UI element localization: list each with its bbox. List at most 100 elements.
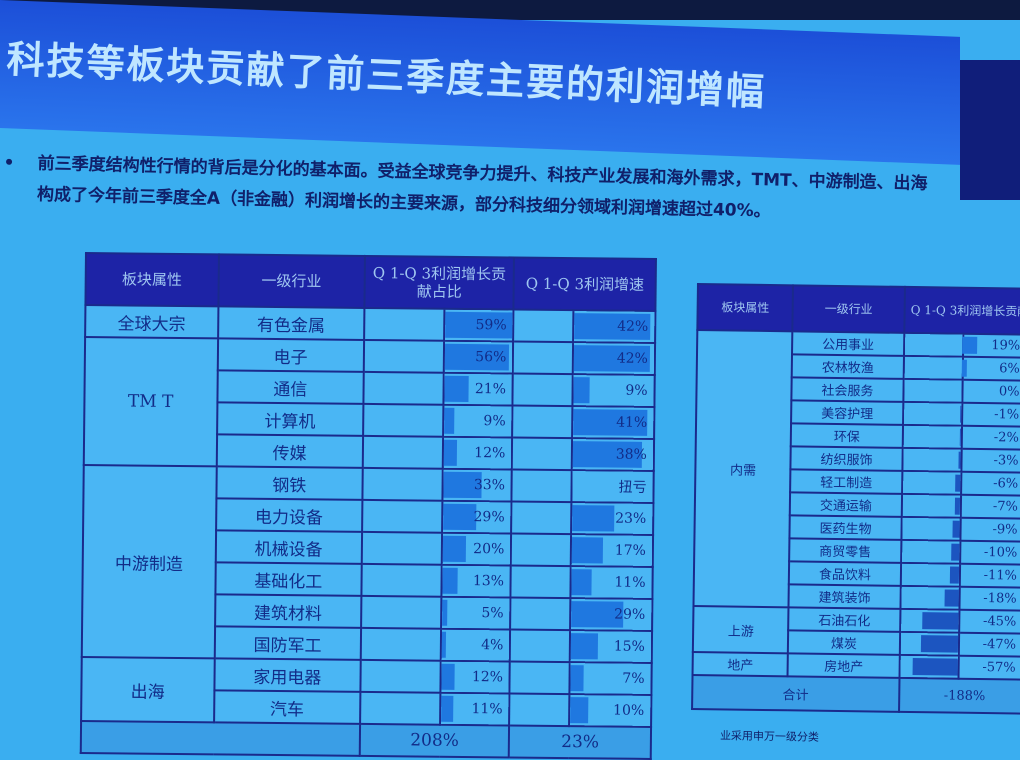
table-row: 上游石油石化-45% [693,606,1020,634]
contribution-cell: 13% [441,565,511,598]
value-label: 33% [474,477,505,493]
growth-cell: 11% [571,566,653,599]
spacer-cell [514,309,574,342]
industry-cell: 汽车 [214,690,361,724]
value-cell: -47% [959,633,1020,657]
value-label: 23% [615,511,646,527]
industry-cell: 有色金属 [218,306,365,340]
value-cell: 0% [963,380,1020,404]
industry-cell: 轻工制造 [790,469,902,494]
industry-cell: 医药生物 [790,515,902,540]
industry-cell: 环保 [791,423,903,448]
bar-cell [902,425,962,449]
total-row: 208%23% [81,721,651,759]
contribution-cell: 29% [442,501,512,534]
industry-cell: 社会服务 [792,377,904,402]
bar [572,505,614,531]
bar [572,537,603,563]
header-sector: 板块属性 [697,284,793,331]
contribution-cell: 59% [444,309,514,342]
value-cell: -11% [960,564,1020,588]
bar-cell [901,517,961,541]
growth-cell: 41% [572,406,654,439]
bar [920,635,958,653]
spacer-cell [511,565,571,598]
value-cell: -45% [959,610,1020,634]
value-label: 38% [616,447,647,463]
industry-cell: 通信 [217,370,364,404]
sector-cell: 上游 [693,606,789,653]
value-label: 59% [475,317,506,333]
growth-cell: 17% [571,534,653,567]
value-label: 42% [617,319,648,335]
contribution-cell: 12% [440,661,510,694]
value-label: 17% [615,543,646,559]
bar [574,377,590,403]
header-sector: 板块属性 [85,253,218,306]
bar [570,697,588,723]
value-label: 7% [622,671,644,687]
spacer-cell [511,501,571,534]
growth-cell: 9% [573,374,655,407]
total-label: 合计 [692,675,899,712]
bar [442,600,448,626]
bar [951,544,959,561]
value-cell: -10% [960,541,1020,565]
value-label: 4% [481,637,503,653]
industry-cell: 电力设备 [216,498,363,532]
contribution-cell: 20% [441,533,511,566]
growth-cell: 10% [569,694,651,727]
spacer-cell [513,341,573,374]
bar [441,632,446,658]
value-label: 21% [475,381,506,397]
contribution-cell: 21% [443,373,513,406]
spacer-cell [513,405,573,438]
spacer-cell [511,533,571,566]
spacer-cell [360,660,440,693]
bar [571,633,598,659]
value-cell: 6% [963,357,1020,381]
bar [950,567,959,584]
bar-cell [901,540,961,564]
bar-cell [903,402,963,426]
bullet-dot-icon: • [3,148,15,179]
bar [962,337,977,354]
bar [571,665,584,691]
industry-cell: 基础化工 [215,562,362,596]
value-label: 扭亏 [618,480,646,496]
value-cell: -9% [961,518,1020,542]
value-label: 12% [474,445,505,461]
bar [444,376,468,402]
left-profit-table: 板块属性 一级行业 Q 1-Q 3利润增长贡献占比 Q 1-Q 3利润增速 全球… [80,252,657,760]
value-cell: -18% [960,587,1020,611]
spacer-cell [363,372,443,405]
value-label: 12% [472,669,503,685]
industry-cell: 钢铁 [216,466,363,500]
value-label: 56% [475,349,506,365]
growth-cell: 23% [571,502,653,535]
value-cell: -6% [961,472,1020,496]
bar [960,406,961,423]
value-label: 42% [617,351,648,367]
bar [954,498,960,515]
industry-cell: 电子 [217,338,364,372]
sector-cell: 地产 [693,652,789,676]
contribution-cell: 12% [442,437,512,470]
sector-cell: 全球大宗 [85,305,218,338]
value-label: 13% [473,573,504,589]
header-industry: 一级行业 [793,285,905,333]
value-cell: -7% [961,495,1020,519]
bar [962,360,967,377]
bar-cell [900,609,960,633]
bar-cell [900,586,960,610]
spacer-cell [363,404,443,437]
bar [922,612,958,630]
total-blank [81,721,360,756]
industry-cell: 国防军工 [214,626,361,660]
sector-cell: 内需 [693,330,792,607]
industry-cell: 煤炭 [788,630,900,655]
sector-cell: 中游制造 [82,465,217,658]
bar-cell [903,379,963,403]
